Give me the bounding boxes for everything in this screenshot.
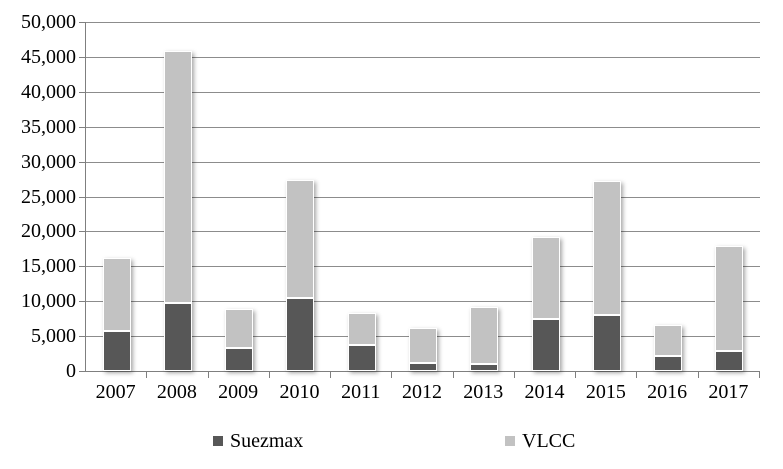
plot-area — [79, 22, 760, 378]
y-axis-tick — [79, 371, 86, 372]
x-axis-label-2015: 2015 — [585, 381, 626, 403]
gridline — [86, 91, 760, 93]
y-axis-tick — [79, 126, 86, 128]
bar-2017 — [715, 246, 744, 371]
y-axis-tick — [79, 266, 86, 268]
bar-segment-suezmax-2010 — [286, 298, 315, 371]
y-axis-tick — [79, 301, 86, 303]
bar-segment-suezmax-2011 — [347, 345, 376, 371]
x-axis-tick — [146, 372, 148, 378]
bar-segment-suezmax-2008 — [163, 303, 192, 371]
y-axis-tick-label: 45,000 — [21, 45, 76, 68]
bar-2012 — [409, 328, 437, 371]
y-axis-tick — [79, 56, 86, 58]
gridline — [86, 126, 760, 128]
x-axis-label-2008: 2008 — [156, 381, 197, 403]
bar-2010 — [286, 180, 315, 371]
bar-segment-suezmax-2016 — [654, 356, 683, 371]
vlcc-swatch-icon — [505, 436, 515, 446]
legend-label-vlcc: VLCC — [522, 430, 576, 452]
gridline — [86, 301, 760, 303]
y-axis-tick-label: 50,000 — [21, 11, 76, 33]
legend-item-vlcc: VLCC — [505, 429, 575, 453]
bar-segment-suezmax-2012 — [409, 363, 437, 371]
suezmax-swatch-icon — [213, 436, 223, 446]
x-axis-tick — [636, 372, 638, 378]
bar-segment-suezmax-2009 — [225, 348, 254, 371]
bar-segment-vlcc-2012 — [409, 328, 437, 363]
y-axis: 0 5,000 10,000 15,000 20,000 25,000 30,000 35,0… — [0, 0, 76, 400]
y-axis-tick-label: 35,000 — [21, 115, 76, 138]
x-axis-tick — [268, 372, 270, 378]
x-axis-tick — [697, 372, 699, 378]
x-axis-tick — [330, 372, 332, 378]
bar-2016 — [654, 325, 683, 371]
bar-segment-vlcc-2017 — [715, 246, 744, 351]
gridline — [86, 22, 760, 23]
y-axis-tick-label: 0 — [66, 360, 76, 382]
y-axis-tick — [79, 336, 86, 338]
legend: Suezmax VLCC — [0, 429, 783, 455]
x-axis-label-2013: 2013 — [463, 381, 504, 403]
x-axis-tick — [452, 372, 454, 378]
y-axis-tick-label: 30,000 — [21, 150, 76, 173]
y-axis-tick-label: 10,000 — [21, 290, 76, 313]
bar-2009 — [225, 309, 254, 371]
bar-2014 — [531, 237, 560, 371]
bar-segment-vlcc-2011 — [347, 313, 376, 345]
bar-segment-suezmax-2014 — [531, 319, 560, 371]
bar-2008 — [163, 51, 192, 371]
x-axis-label-2007: 2007 — [95, 381, 136, 403]
x-axis-tick — [513, 372, 515, 378]
x-axis-tick — [207, 372, 209, 378]
x-axis-label-2016: 2016 — [647, 381, 688, 403]
y-axis-tick — [79, 196, 86, 198]
x-axis-tick — [759, 372, 760, 378]
x-axis-tick — [391, 372, 393, 378]
bar-2015 — [592, 181, 621, 371]
y-axis-tick — [79, 22, 86, 23]
y-axis-tick-label: 15,000 — [21, 255, 76, 278]
bar-segment-vlcc-2015 — [592, 181, 621, 315]
x-axis-label-2012: 2012 — [402, 381, 442, 403]
bar-2013 — [470, 307, 499, 371]
bar-segment-vlcc-2010 — [286, 180, 315, 298]
y-axis-tick-label: 5,000 — [31, 325, 76, 348]
gridline — [86, 161, 760, 163]
bar-segment-suezmax-2013 — [470, 364, 499, 371]
gridline — [86, 56, 760, 58]
legend-item-suezmax: Suezmax — [213, 429, 303, 453]
bar-2007 — [102, 258, 131, 371]
bar-segment-suezmax-2017 — [715, 351, 744, 371]
y-axis-tick-label: 20,000 — [21, 220, 76, 243]
x-axis-label-2010: 2010 — [279, 381, 320, 403]
gridline — [86, 266, 760, 268]
bar-segment-vlcc-2007 — [102, 258, 131, 331]
bar-segment-vlcc-2016 — [654, 325, 683, 356]
bar-2011 — [347, 313, 376, 371]
bar-segment-suezmax-2007 — [102, 331, 131, 371]
y-axis-tick — [79, 91, 86, 93]
legend-label-suezmax: Suezmax — [230, 430, 304, 452]
y-axis-tick-label: 40,000 — [21, 80, 76, 103]
bar-segment-suezmax-2015 — [592, 315, 621, 371]
x-axis: 2007 2008 2009 2010 2011 2012 2013 2014 2015 2016… — [85, 380, 759, 406]
x-axis-label-2011: 2011 — [341, 381, 381, 403]
gridline — [86, 231, 760, 233]
y-axis-tick-label: 25,000 — [21, 185, 76, 208]
bar-segment-vlcc-2013 — [470, 307, 499, 364]
x-axis-label-2014: 2014 — [524, 381, 565, 403]
bar-segment-vlcc-2009 — [225, 309, 254, 348]
gridline — [86, 196, 760, 198]
y-axis-tick — [79, 231, 86, 233]
x-axis-label-2017: 2017 — [708, 381, 749, 403]
y-axis-tick — [79, 161, 86, 163]
bar-segment-vlcc-2008 — [163, 51, 192, 303]
x-axis-tick — [575, 372, 577, 378]
x-axis-label-2009: 2009 — [218, 381, 259, 403]
bar-segment-vlcc-2014 — [531, 237, 560, 319]
